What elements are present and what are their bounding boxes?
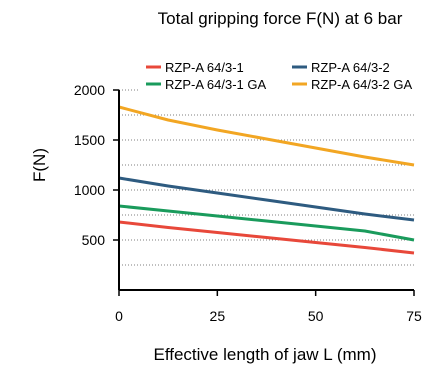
legend: RZP-A 64/3-1 RZP-A 64/3-2 RZP-A 64/3-1 GA R… bbox=[140, 55, 430, 92]
x-tick-label: 50 bbox=[308, 308, 324, 324]
legend-label: RZP-A 64/3-2 bbox=[311, 60, 390, 75]
legend-background bbox=[140, 55, 430, 92]
y-tick-label: 2000 bbox=[74, 82, 105, 98]
series-line bbox=[118, 176, 415, 222]
series-line bbox=[118, 105, 415, 167]
x-ticks: 0 25 50 75 bbox=[115, 290, 422, 324]
legend-label: RZP-A 64/3-2 GA bbox=[311, 77, 412, 92]
y-axis-label: F(N) bbox=[30, 148, 49, 182]
x-tick-label: 75 bbox=[406, 308, 422, 324]
y-ticks: 500 1000 1500 2000 bbox=[74, 82, 119, 248]
series-line bbox=[118, 220, 415, 255]
y-tick-label: 1500 bbox=[74, 132, 105, 148]
x-tick-label: 25 bbox=[210, 308, 226, 324]
legend-label: RZP-A 64/3-1 bbox=[165, 60, 244, 75]
y-tick-label: 1000 bbox=[74, 182, 105, 198]
x-tick-label: 0 bbox=[115, 308, 123, 324]
x-axis-label: Effective length of jaw L (mm) bbox=[154, 345, 377, 364]
legend-label: RZP-A 64/3-1 GA bbox=[165, 77, 266, 92]
series-lines bbox=[118, 105, 415, 255]
y-tick-label: 500 bbox=[82, 232, 106, 248]
chart-title: Total gripping force F(N) at 6 bar bbox=[158, 9, 403, 28]
series-line bbox=[118, 204, 415, 242]
